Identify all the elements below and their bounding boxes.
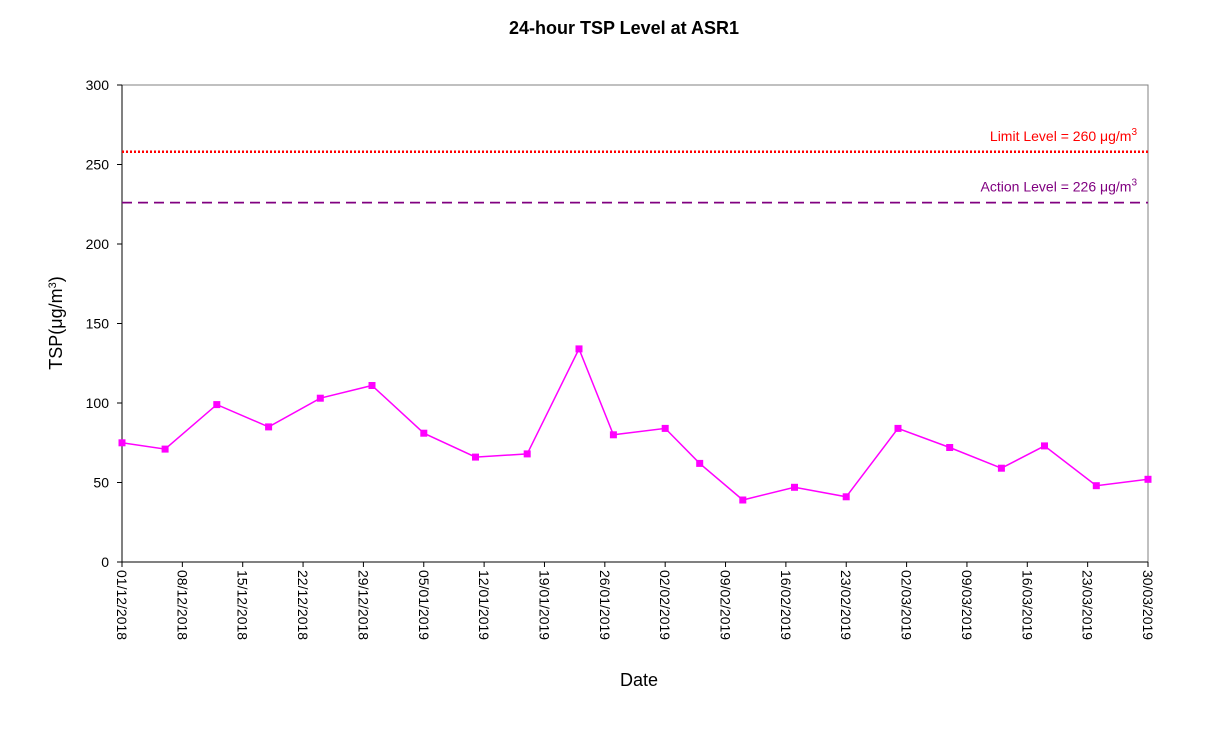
- y-tick-label: 300: [86, 77, 110, 93]
- reference-line-label-0: Limit Level = 260 μg/m3: [990, 127, 1138, 144]
- x-tick-label: 09/02/2019: [718, 570, 734, 640]
- x-tick-label: 16/03/2019: [1019, 570, 1035, 640]
- y-tick-label: 0: [101, 554, 109, 570]
- x-tick-label: 23/02/2019: [838, 570, 854, 640]
- x-tick-label: 09/03/2019: [959, 570, 975, 640]
- y-axis-title-close: ): [46, 276, 66, 282]
- data-point-marker: [946, 444, 954, 451]
- data-point-marker: [661, 424, 669, 432]
- y-tick-label: 250: [86, 157, 110, 173]
- data-point-marker: [161, 445, 169, 453]
- y-axis-title: TSP(μg/m3): [46, 276, 66, 370]
- x-tick-label: 02/03/2019: [899, 570, 915, 640]
- data-point-marker: [368, 382, 376, 389]
- y-tick-label: 50: [93, 475, 109, 491]
- x-axis-ticks: 01/12/2018 08/12/2018 15/12/2018 22/12/2018…: [114, 562, 1156, 640]
- data-point-marker: [472, 453, 479, 461]
- data-point-marker: [420, 429, 428, 437]
- x-tick-label: 16/02/2019: [778, 570, 794, 640]
- y-axis-title-unit: μg/m: [46, 288, 66, 328]
- reference-line-label-1: Action Level = 226 μg/m3: [981, 178, 1138, 195]
- data-point-marker: [1144, 475, 1152, 483]
- x-tick-label: 01/12/2018: [114, 570, 130, 640]
- data-point-marker: [696, 459, 704, 467]
- data-point-marker: [842, 493, 850, 501]
- data-series: [118, 345, 1152, 504]
- data-point-marker: [739, 496, 747, 504]
- data-point-marker: [1041, 442, 1048, 450]
- data-point-marker: [791, 483, 798, 491]
- x-tick-label: 15/12/2018: [235, 570, 251, 640]
- x-tick-label: 02/02/2019: [657, 570, 673, 640]
- x-tick-label: 08/12/2018: [174, 570, 190, 640]
- x-tick-label: 12/01/2019: [476, 570, 492, 640]
- series-line: [121, 347, 1149, 501]
- x-tick-label: 19/01/2019: [536, 570, 552, 640]
- data-point-marker: [609, 431, 617, 439]
- data-point-marker: [575, 345, 583, 353]
- x-axis-title: Date: [620, 670, 658, 690]
- y-tick-label: 100: [86, 395, 110, 411]
- y-tick-label: 150: [86, 316, 110, 332]
- data-point-marker: [894, 424, 902, 432]
- y-axis-title-main: TSP(: [46, 329, 66, 370]
- x-tick-label: 30/03/2019: [1140, 570, 1156, 640]
- y-tick-label: 200: [86, 236, 110, 252]
- x-tick-label: 23/03/2019: [1080, 570, 1096, 640]
- y-axis-title-sup: 3: [47, 282, 59, 288]
- x-tick-label: 05/01/2019: [416, 570, 432, 640]
- data-point-marker: [997, 464, 1005, 472]
- x-tick-label: 29/12/2018: [355, 570, 371, 640]
- reference-lines: Limit Level = 260 μg/m3 Action Level = 22…: [122, 127, 1148, 204]
- chart-title: 24-hour TSP Level at ASR1: [509, 18, 739, 38]
- data-point-marker: [1092, 482, 1100, 490]
- data-point-marker: [213, 401, 221, 409]
- data-point-marker: [265, 423, 273, 431]
- plot-area: [121, 84, 1149, 563]
- x-tick-label: 22/12/2018: [295, 570, 311, 640]
- data-point-marker: [316, 394, 324, 402]
- y-axis-ticks: 0 50 100 150 200 250 300: [86, 77, 122, 570]
- data-point-marker: [118, 439, 126, 447]
- data-point-marker: [523, 450, 531, 458]
- x-tick-label: 26/01/2019: [597, 570, 613, 640]
